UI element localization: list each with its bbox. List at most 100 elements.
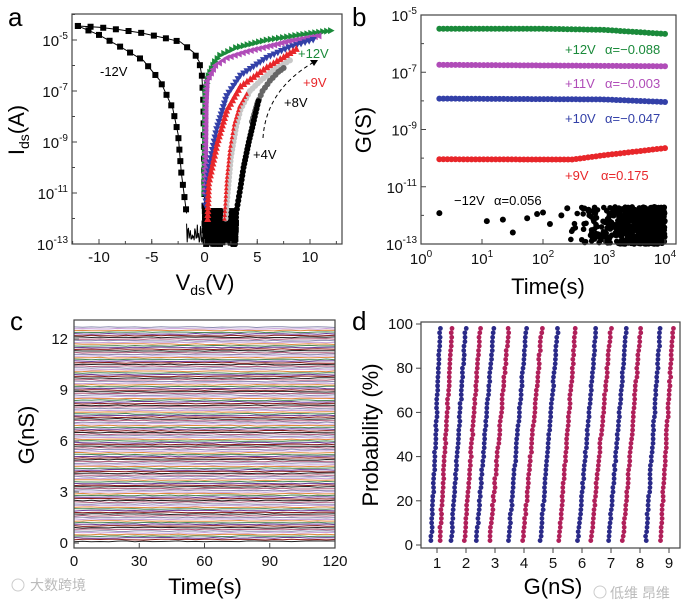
y-tick-label: 12 [51, 331, 68, 348]
data-point [447, 352, 453, 358]
noise-point [203, 225, 210, 232]
plot-area [73, 326, 336, 543]
data-point [250, 63, 258, 71]
cdf-curve [537, 326, 561, 543]
data-point [429, 520, 435, 526]
tick-exponent: -9 [408, 121, 417, 132]
data-point [474, 379, 479, 384]
conductance-trace [73, 366, 336, 369]
data-point [524, 326, 530, 331]
data-point [255, 98, 262, 105]
data-point [630, 418, 636, 424]
data-point [564, 205, 571, 212]
data-point [571, 220, 578, 227]
x-tick-label: -10 [88, 249, 110, 266]
data-point [483, 218, 490, 225]
data-point [455, 440, 461, 446]
watermark-left-text: 大数跨境 [30, 577, 86, 593]
data-point [613, 449, 619, 455]
data-point [593, 326, 599, 331]
data-point [616, 418, 621, 424]
data-point [100, 24, 107, 31]
data-point [457, 405, 463, 411]
data-point [483, 418, 489, 424]
data-point [428, 538, 434, 543]
data-point [204, 203, 212, 211]
data-point [521, 524, 527, 530]
data-point [550, 379, 556, 384]
conductance-trace [73, 521, 336, 524]
data-point [476, 498, 482, 504]
data-point [663, 427, 669, 433]
data-point [524, 489, 530, 495]
data-point [614, 432, 620, 437]
noise-point [212, 227, 219, 234]
tick-exponent: -11 [403, 178, 417, 189]
data-point [652, 401, 658, 406]
data-point [567, 396, 573, 402]
conductance-trace [73, 531, 336, 534]
data-point [477, 330, 483, 336]
data-point [432, 458, 438, 464]
data-point [584, 445, 589, 451]
cdf-curve [588, 326, 614, 543]
data-point [627, 235, 634, 242]
data-point [660, 493, 666, 499]
conductance-trace [73, 458, 336, 461]
data-point [433, 418, 439, 424]
data-point [483, 423, 489, 429]
data-point [462, 334, 468, 340]
data-point [591, 352, 597, 358]
data-point [568, 387, 574, 393]
data-point [269, 59, 277, 67]
data-point [465, 489, 471, 495]
data-point [438, 507, 444, 513]
data-point [221, 49, 228, 57]
data-point [181, 194, 188, 201]
conductance-trace [73, 361, 335, 364]
data-point [606, 348, 611, 353]
data-point [446, 374, 452, 380]
conductance-trace [73, 394, 336, 397]
data-point [538, 533, 544, 539]
data-point [663, 432, 669, 437]
data-point [606, 529, 612, 535]
data-point [666, 387, 672, 393]
data-point [569, 365, 575, 371]
data-point [661, 471, 667, 477]
data-point [654, 374, 660, 380]
data-point [560, 498, 565, 504]
tick-exponent: 2 [549, 249, 555, 260]
conductance-trace [73, 412, 336, 415]
data-point [484, 401, 490, 406]
data-point [626, 467, 631, 473]
data-point [649, 445, 655, 451]
data-point [446, 379, 452, 384]
data-point [468, 449, 473, 455]
series-label: +9V [565, 168, 589, 183]
conductance-trace [73, 383, 335, 386]
conductance-trace [73, 445, 336, 447]
data-point [660, 498, 666, 504]
data-point [529, 427, 535, 433]
data-point [586, 410, 592, 415]
data-point [616, 410, 622, 415]
data-point [529, 449, 534, 455]
data-point [645, 507, 651, 513]
data-point [606, 234, 612, 241]
x-axis-label: Time(s) [511, 274, 585, 299]
data-point [489, 343, 495, 349]
data-point [588, 227, 595, 233]
data-point [547, 427, 553, 433]
conductance-trace [73, 438, 336, 441]
conductance-trace [73, 358, 336, 361]
data-point [663, 436, 669, 442]
data-point [621, 524, 627, 530]
noise-point [216, 214, 223, 221]
data-point [499, 396, 505, 402]
data-point [611, 476, 617, 482]
data-point [527, 458, 533, 464]
data-point [643, 533, 648, 539]
data-point [451, 498, 457, 504]
data-point [493, 458, 499, 464]
